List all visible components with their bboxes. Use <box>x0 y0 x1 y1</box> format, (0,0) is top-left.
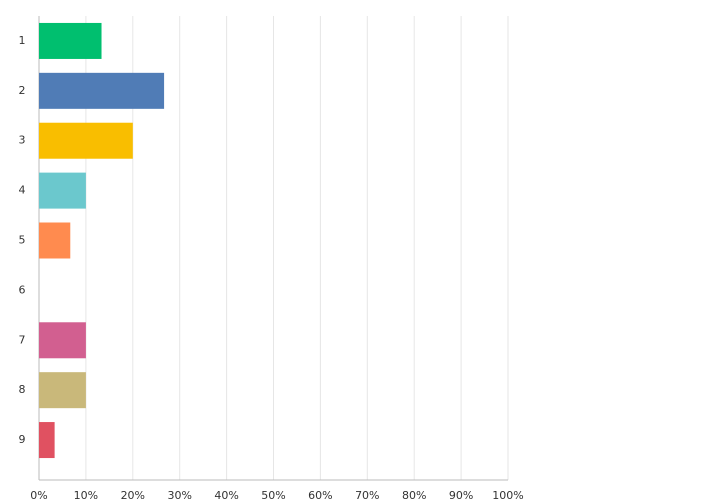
bar <box>39 222 71 259</box>
x-tick-label: 20% <box>121 489 145 502</box>
x-tick-label: 50% <box>261 489 285 502</box>
y-tick-label: 3 <box>19 134 26 147</box>
x-tick-label: 10% <box>74 489 98 502</box>
x-tick-label: 0% <box>30 489 47 502</box>
y-tick-label: 7 <box>19 333 26 346</box>
x-tick-label: 80% <box>402 489 426 502</box>
y-tick-label: 9 <box>19 433 26 446</box>
x-tick-label: 30% <box>167 489 191 502</box>
x-tick-label: 60% <box>308 489 332 502</box>
bar <box>39 22 102 59</box>
y-tick-label: 6 <box>19 283 26 296</box>
y-tick-label: 2 <box>19 84 26 97</box>
y-tick-label: 5 <box>19 234 26 247</box>
x-tick-label: 70% <box>355 489 379 502</box>
bar <box>39 72 165 109</box>
bar <box>39 172 86 209</box>
bar <box>39 372 86 409</box>
y-tick-label: 4 <box>19 184 26 197</box>
bar <box>39 422 55 459</box>
bar <box>39 122 133 159</box>
y-tick-label: 8 <box>19 383 26 396</box>
bar <box>39 322 86 359</box>
y-tick-label: 1 <box>19 34 26 47</box>
x-tick-label: 90% <box>449 489 473 502</box>
x-tick-label: 40% <box>214 489 238 502</box>
x-tick-label: 100% <box>492 489 523 502</box>
